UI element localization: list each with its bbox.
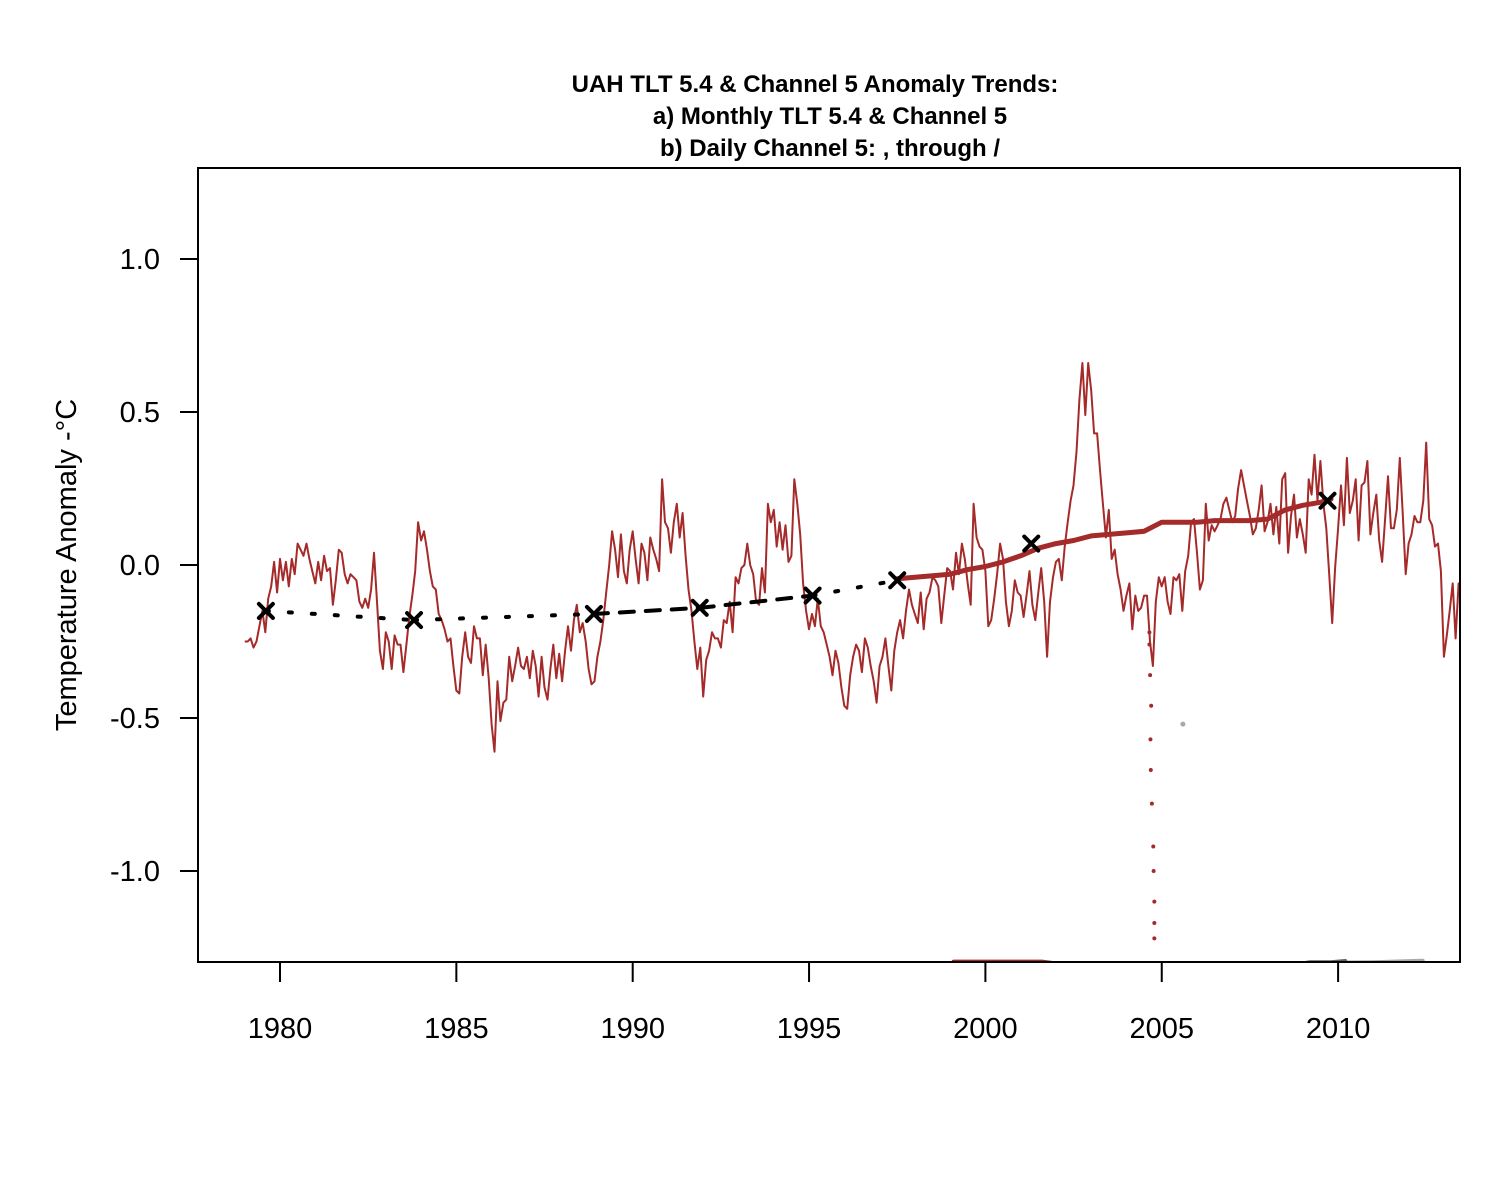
title-line-2: a) Monthly TLT 5.4 & Channel 5 xyxy=(653,103,1007,130)
daily-point xyxy=(1151,844,1156,849)
trend-marker-0 xyxy=(256,601,275,620)
y-tick-label: 1.0 xyxy=(120,244,160,276)
tlt-trend-segment-0 xyxy=(263,608,417,623)
marker-stroke-b xyxy=(803,586,822,605)
axes: 1.0 0.5 0.0 -0.5 -1.0 1980 1985 1990 1995 2000 200… xyxy=(110,244,1370,1045)
y-axis-label: Temperature Anomaly -°C xyxy=(51,399,83,731)
daily-gray-point xyxy=(1180,721,1186,727)
daily-point xyxy=(1147,642,1152,647)
tlt-trend-segment-4 xyxy=(810,578,900,598)
daily-point xyxy=(1151,869,1156,873)
x-tick-label: 2005 xyxy=(1129,1013,1194,1045)
daily-point xyxy=(1147,630,1152,635)
x-tick-label: 1990 xyxy=(600,1013,665,1045)
y-tick-label: 0.5 xyxy=(120,397,160,429)
x-tick-label: 1995 xyxy=(777,1013,842,1045)
trend-marker-1 xyxy=(405,611,424,630)
plot-frame xyxy=(197,167,1461,963)
title-line-1: UAH TLT 5.4 & Channel 5 Anomaly Trends: xyxy=(572,71,1059,98)
daily-point xyxy=(1148,673,1153,678)
daily-point xyxy=(1152,936,1157,941)
marker-stroke-b xyxy=(690,598,709,617)
plot-area xyxy=(244,362,1459,961)
y-tick-label: 0.0 xyxy=(120,550,160,582)
y-tick-label: -1.0 xyxy=(110,856,160,888)
channel5-trend-line xyxy=(894,496,1334,582)
marker-stroke-b xyxy=(1318,491,1337,510)
marker-stroke-b xyxy=(1022,534,1041,553)
daily-point xyxy=(1148,737,1153,742)
trend-marker-7 xyxy=(1318,491,1337,510)
marker-stroke-b xyxy=(584,604,603,623)
tlt-trend-segment-3 xyxy=(697,593,815,610)
tlt-trend-segment-2 xyxy=(591,605,702,616)
daily-point xyxy=(1149,703,1154,708)
x-tick-label: 1985 xyxy=(424,1013,489,1045)
y-tick-label: -0.5 xyxy=(110,703,160,735)
trend-marker-6 xyxy=(1022,534,1041,553)
monthly-tlt-line xyxy=(244,362,1459,753)
x-tick-label: 2000 xyxy=(953,1013,1018,1045)
daily-point xyxy=(1152,921,1157,926)
title-line-3: b) Daily Channel 5: , through / xyxy=(660,135,1000,162)
daily-point xyxy=(1149,801,1154,806)
x-tick-label: 1980 xyxy=(248,1013,313,1045)
trend-marker-4 xyxy=(803,586,822,605)
trend-marker-5 xyxy=(888,571,907,590)
x-tick-label: 2010 xyxy=(1306,1013,1371,1045)
trend-marker-3 xyxy=(690,598,709,617)
daily-point xyxy=(1148,768,1153,773)
chart-title: UAH TLT 5.4 & Channel 5 Anomaly Trends: … xyxy=(572,71,1059,162)
marker-stroke-b xyxy=(405,611,424,630)
marker-stroke-b xyxy=(888,571,907,590)
marker-stroke-b xyxy=(256,601,275,620)
daily-point xyxy=(1152,899,1157,904)
trend-marker-2 xyxy=(584,604,603,623)
